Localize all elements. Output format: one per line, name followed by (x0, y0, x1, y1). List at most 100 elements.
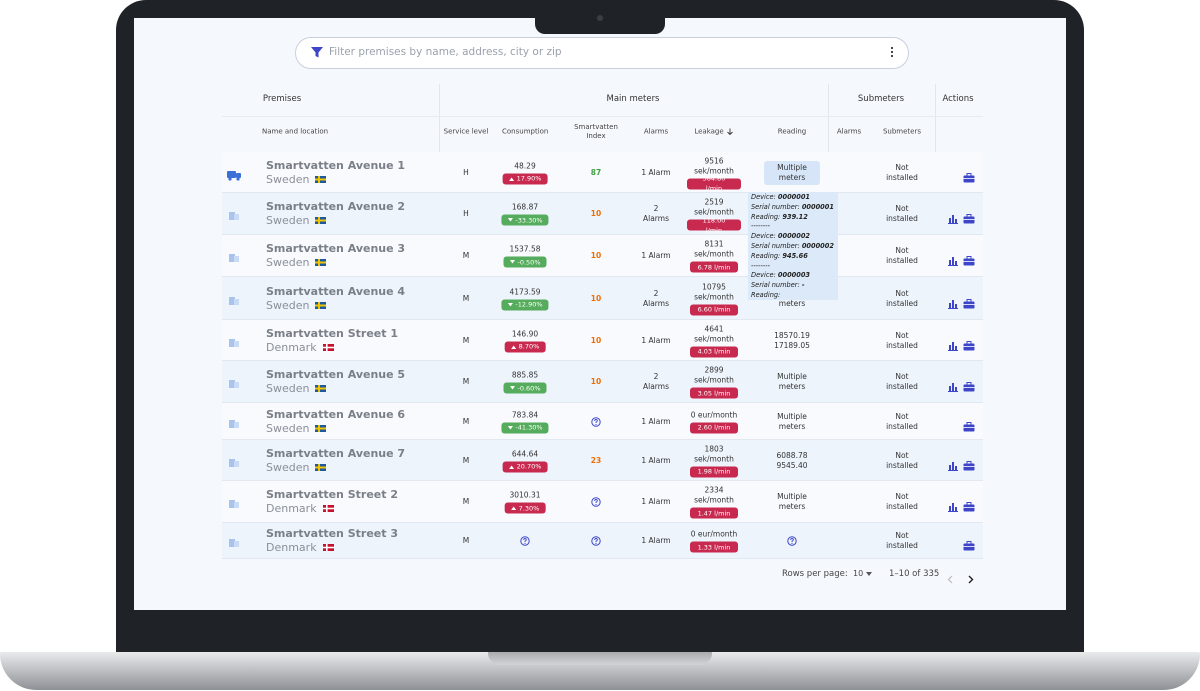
chart-action[interactable] (948, 214, 958, 224)
change-badge: -41.30% (501, 422, 549, 433)
table-row[interactable] (222, 403, 983, 440)
premise-icon (227, 497, 242, 510)
column-header-text: Submeters (882, 127, 922, 136)
chart-action[interactable] (948, 502, 958, 512)
change-badge: 8.70% (504, 341, 546, 352)
icon-cell (227, 207, 242, 226)
chart-action[interactable] (948, 341, 958, 351)
action (963, 456, 975, 475)
country: Sweden (266, 421, 310, 435)
premise-location: Denmark (266, 541, 334, 554)
briefcase-action[interactable] (963, 460, 975, 471)
leakage-cell: 10795 sek/month 6.60 l/min (687, 282, 741, 315)
alarms: 1 Alarm (641, 455, 671, 465)
premise-icon (227, 168, 242, 181)
flag (315, 424, 327, 432)
briefcase-action[interactable] (963, 256, 975, 266)
search-bar[interactable] (295, 37, 909, 69)
index-cell (591, 416, 601, 427)
unknown-icon (787, 536, 797, 546)
table-row[interactable] (222, 440, 983, 481)
consumption-cell: 3010.31 7.30% (504, 491, 546, 514)
action (963, 294, 975, 313)
leakage: 0 eur/month (690, 410, 738, 419)
briefcase-action[interactable] (963, 421, 975, 432)
action (948, 456, 958, 475)
index-cell: 10 (591, 209, 601, 219)
rows-per-page-select[interactable]: 10 (853, 569, 873, 578)
service-level: M (462, 377, 470, 386)
consumption: 146.90 (511, 329, 539, 338)
camera (597, 15, 603, 21)
prev-page[interactable] (947, 575, 953, 584)
table-row[interactable] (222, 523, 983, 559)
chart-action[interactable] (948, 256, 958, 266)
consumption: 1537.58 (509, 244, 541, 254)
alarms: 1 Alarm (641, 416, 671, 426)
camera-notch (535, 18, 665, 34)
table-row[interactable] (222, 152, 983, 193)
table-row[interactable] (222, 361, 983, 403)
table-row[interactable] (222, 277, 983, 320)
tooltip-label: Device: (751, 271, 776, 280)
reading: 17189.05 (774, 340, 810, 350)
group-header: Premises (262, 94, 302, 104)
service-level: M (462, 251, 470, 260)
table-row[interactable] (222, 481, 983, 523)
table-row[interactable] (222, 320, 983, 361)
briefcase-action[interactable] (963, 382, 975, 392)
premise-icon (227, 377, 242, 390)
consumption: 168.87 (511, 202, 539, 212)
reading: 6088.78 (776, 450, 808, 460)
icon-cell (227, 534, 242, 553)
leakage: 2899 sek/month (694, 365, 734, 385)
change: 7.30% (518, 504, 540, 512)
premise-name: Smartvatten Avenue 2 (266, 200, 406, 213)
tooltip-value: 945.66 (782, 251, 808, 260)
reading-cell: 6088.78 9545.40 (768, 451, 816, 471)
column-header-text: Name and location (262, 127, 329, 136)
briefcase-action[interactable] (963, 298, 975, 309)
leakage-cell: 1803 sek/month 1.98 l/min (687, 444, 741, 477)
action (948, 209, 958, 228)
index: 23 (590, 455, 602, 465)
alarms: 2 Alarms (643, 288, 669, 308)
tooltip-line: Device: 0000003 (751, 271, 835, 281)
dropdown-icon (866, 571, 873, 576)
chart-action[interactable] (948, 461, 958, 471)
briefcase-action[interactable] (963, 214, 975, 224)
briefcase-action[interactable] (963, 172, 975, 183)
trend-arrow (507, 302, 513, 307)
briefcase-action[interactable] (963, 502, 975, 512)
submeters: Not installed (886, 288, 918, 308)
tooltip-line: Reading: (751, 291, 835, 301)
index-cell: 10 (591, 294, 601, 304)
briefcase-action[interactable] (963, 541, 975, 551)
briefcase-action[interactable] (963, 340, 975, 351)
table-row[interactable] (222, 235, 983, 277)
premise-location: Denmark (266, 341, 334, 354)
table-row[interactable] (222, 193, 983, 235)
premise-name: Smartvatten Street 3 (266, 527, 398, 540)
tooltip-line: Reading: 939.12 (751, 213, 835, 223)
premise-icon (227, 294, 242, 307)
reading: Multiple meters (777, 162, 807, 182)
column-header: Consumption (502, 128, 548, 137)
chart-action[interactable] (948, 299, 958, 309)
change: -33.30% (515, 216, 543, 224)
change-badge: 17.90% (502, 173, 548, 184)
icon-cell (227, 166, 242, 185)
next-page[interactable] (968, 575, 974, 584)
premise-location: Sweden (266, 256, 327, 269)
leak-rate-badge: 584.80 l/min (687, 175, 741, 193)
consumption: 885.85 (511, 370, 539, 380)
chart-action[interactable] (948, 382, 958, 392)
more-icon[interactable] (889, 46, 895, 58)
trend-arrow (510, 260, 516, 265)
index: 87 (590, 167, 602, 177)
column-header-text: Reading (777, 127, 807, 136)
change: 17.90% (516, 174, 542, 183)
country: Denmark (266, 340, 317, 354)
alarms: 2 Alarms (643, 372, 669, 391)
